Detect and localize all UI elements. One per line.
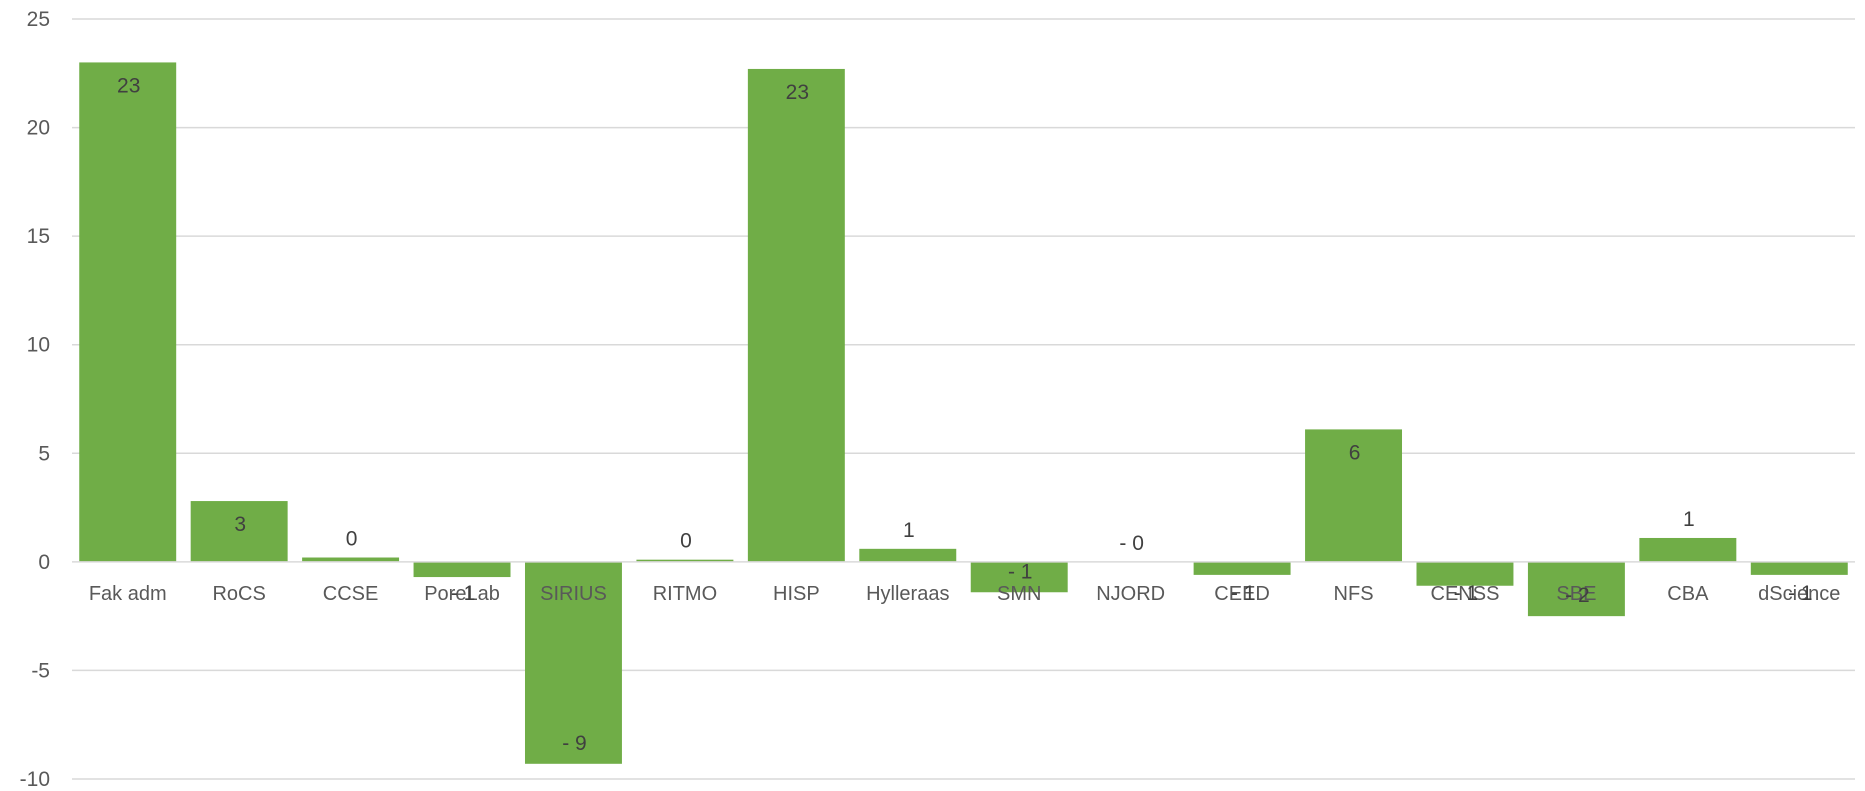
x-category-label: dScience [1758,583,1840,605]
data-label: - 9 [562,732,587,755]
x-category-label: PoreLab [424,583,500,605]
data-label: - 1 [1008,560,1033,583]
x-category-label: SMN [997,583,1041,605]
x-axis-category-labels: Fak adm RoCS CCSE PoreLab SIRIUS RITMO HISP Hyl… [89,583,1841,605]
x-category-label: CEED [1214,583,1270,605]
y-tick-label: -5 [31,659,50,682]
data-label: 1 [1683,508,1695,531]
x-category-label: NFS [1334,583,1374,605]
x-category-label: RITMO [653,583,717,605]
bar [413,561,511,578]
data-label: - 0 [1119,532,1144,555]
x-category-label: Hylleraas [866,583,949,605]
data-label: 3 [234,513,246,536]
x-category-label: HISP [773,583,820,605]
bar [1416,561,1514,586]
x-category-label: CCSE [323,583,379,605]
bar [1305,429,1403,562]
data-label: - 1 [451,582,476,605]
y-tick-label: 5 [38,442,50,465]
bar [79,62,177,562]
data-label: 1 [903,519,915,542]
data-labels: 23 3 0 - 1 - 9 0 23 1 - 1 - 0 - 1 6 - 1 - 2 1 - 1 [117,74,1813,754]
gridlines [72,18,1855,780]
data-label: 23 [786,81,809,104]
y-axis-tick-labels: -10 -5 0 5 10 15 20 25 [20,8,50,791]
bar [747,68,845,562]
data-label: - 2 [1565,584,1590,607]
x-category-label: NJORD [1096,583,1165,605]
bar [302,557,400,562]
y-tick-label: 10 [27,334,50,357]
y-tick-label: 20 [27,117,50,140]
bar [970,561,1068,593]
x-category-label: Fak adm [89,583,167,605]
y-tick-label: 25 [27,8,50,31]
x-category-label: SIRIUS [540,583,607,605]
bar [1193,561,1291,575]
data-label: - 1 [1454,582,1479,605]
data-label: 6 [1349,441,1361,464]
data-label: - 1 [1231,582,1256,605]
data-label: - 1 [1788,582,1813,605]
bar [636,559,734,562]
y-tick-label: 15 [27,225,50,248]
bar [190,501,288,562]
x-category-label: CBA [1667,583,1709,605]
bar [1750,561,1848,575]
bars [79,62,1848,764]
x-category-label: RoCS [212,583,265,605]
bar [1639,537,1737,562]
y-tick-label: -10 [20,768,50,791]
x-category-label: SBE [1556,583,1596,605]
data-label: 0 [680,530,692,553]
data-label: 0 [346,528,358,551]
y-tick-label: 0 [38,551,50,574]
x-category-label: CENSS [1431,583,1500,605]
bar [1527,561,1625,617]
bar [524,561,622,764]
bar [859,548,957,562]
data-label: 23 [117,74,140,97]
